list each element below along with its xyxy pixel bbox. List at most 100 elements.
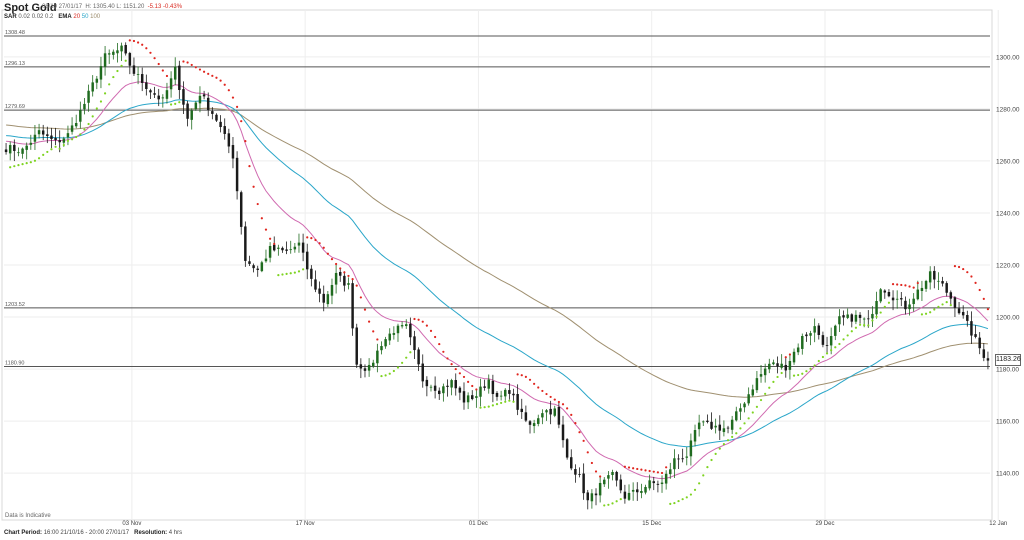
candle-body [112, 51, 115, 55]
sar-dot [227, 89, 230, 92]
candle-body [780, 363, 783, 368]
sar-dot [574, 422, 577, 425]
sar-dot [508, 399, 511, 402]
candle-body [953, 297, 957, 308]
candle-body [173, 66, 177, 80]
sar-dot [343, 271, 346, 274]
candle-body [4, 149, 8, 153]
ema-50-label: 50 [81, 14, 89, 20]
sar-dot [937, 305, 940, 308]
price-level-label: 1203.52 [5, 302, 25, 308]
candle-body [574, 469, 577, 475]
sar-dot [351, 278, 354, 281]
sar-dot [677, 499, 680, 503]
candle-body [79, 109, 82, 122]
sar-dot [363, 308, 367, 311]
ema-20-label: 20 [73, 14, 81, 20]
sar-dot [887, 301, 891, 304]
candle-body [429, 386, 433, 388]
y-tick-label: 1180.00 [996, 367, 1019, 374]
sar-dot [698, 482, 701, 485]
candle-body [425, 379, 429, 387]
x-tick-label: 15 Dec [642, 521, 661, 527]
sar-dot [900, 283, 903, 287]
instrument-title: Spot Gold [4, 2, 57, 14]
x-tick-label: 01 Dec [469, 521, 488, 527]
candle-body [272, 244, 276, 251]
date-range: 08/10 27/01/17 [42, 4, 83, 10]
sar-dot [846, 334, 849, 337]
sar-dot [883, 305, 886, 308]
sar-dot [252, 185, 255, 188]
candle-body [722, 428, 726, 433]
x-tick-label: 03 Nov [122, 521, 141, 527]
sar-dot [169, 103, 173, 106]
candle-body [400, 325, 404, 327]
sar-dot [669, 502, 672, 505]
sar-dot [256, 202, 259, 206]
candle-body [619, 479, 623, 491]
sar-dot [194, 66, 197, 69]
candle-body [854, 314, 858, 322]
sar-dot [945, 301, 948, 304]
y-tick-label: 1140.00 [996, 471, 1019, 478]
candle-body [788, 360, 792, 370]
sar-dot [941, 303, 944, 306]
candle-body [697, 422, 701, 430]
sar-dot [747, 417, 750, 420]
candle-body [867, 318, 870, 320]
candle-body [652, 481, 656, 484]
candle-body [541, 413, 544, 418]
sar-dot [776, 375, 779, 379]
x-tick-label: 17 Nov [296, 521, 315, 527]
candle-body [392, 333, 396, 335]
sar-dots [9, 39, 990, 507]
sar-dot [182, 60, 185, 63]
candle-body [310, 268, 313, 279]
candle-body [834, 325, 837, 336]
sar-dot [632, 467, 635, 470]
candle-body [182, 89, 185, 105]
candle-body [202, 94, 206, 97]
sar-dot [896, 283, 899, 286]
sar-dot [821, 355, 825, 359]
sar-dot [116, 69, 119, 73]
sar-dot [219, 79, 222, 82]
candle-body [338, 271, 342, 276]
candle-body [153, 93, 156, 95]
sar-dot [46, 150, 49, 154]
sar-dot [611, 502, 614, 505]
sar-dot [871, 319, 874, 322]
sar-dot [75, 135, 78, 139]
sar-dot [103, 92, 107, 95]
sar-dot [491, 404, 494, 407]
sar-dot [739, 427, 742, 430]
candle-body [376, 350, 379, 364]
candle-body [25, 145, 28, 150]
indicator-legend[interactable]: SAR 0.02 0.02 0.2 EMA 20 50 100 [4, 14, 100, 20]
sar-dot [842, 338, 845, 341]
candle-body [314, 279, 317, 290]
candle-body [627, 492, 631, 500]
sar-dot [970, 275, 973, 278]
sar-dot [248, 165, 251, 168]
sar-dot [619, 498, 622, 501]
sar-dot [25, 162, 28, 165]
candle-body [768, 363, 771, 370]
sar-dot [429, 329, 433, 332]
ema-50-line [6, 99, 989, 448]
candle-body [565, 439, 569, 458]
sar-dot [260, 217, 263, 220]
candle-body [388, 333, 391, 341]
sar-params: 0.02 0.02 0.2 [18, 14, 54, 20]
sar-dot [825, 352, 829, 355]
candle-body [706, 420, 709, 422]
candle-body [41, 130, 45, 135]
candle-body [504, 389, 507, 397]
candle-body [598, 482, 602, 496]
sar-dot [421, 320, 424, 323]
candle-body [693, 430, 697, 442]
sar-dot [458, 372, 461, 375]
sar-dot [322, 246, 325, 249]
